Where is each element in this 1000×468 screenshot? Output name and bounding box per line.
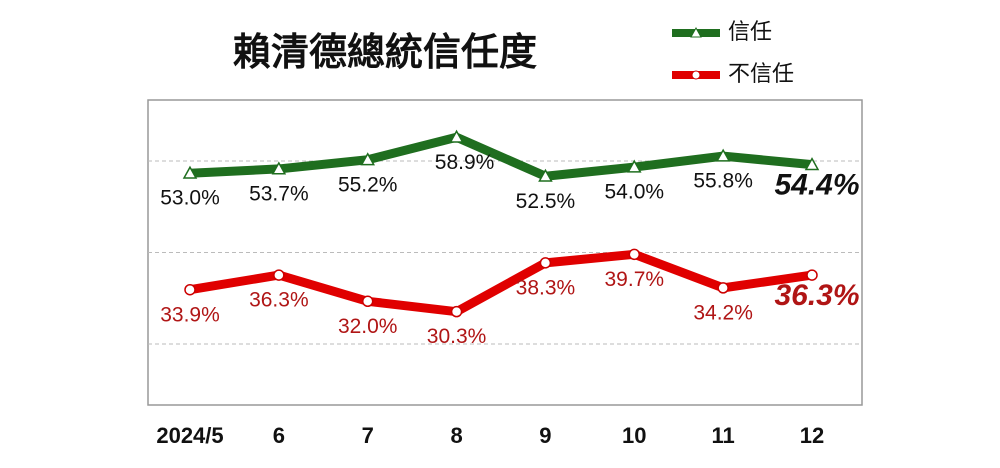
- series-line: [189, 249, 813, 317]
- point-marker: [717, 282, 729, 294]
- point-marker: [806, 269, 818, 281]
- data-label: 58.9%: [435, 151, 495, 174]
- x-tick-label: 9: [539, 423, 551, 448]
- point-marker: [715, 148, 731, 162]
- point-marker: [361, 295, 374, 308]
- legend-label: 信任: [728, 19, 772, 44]
- data-label: 54.0%: [605, 181, 665, 204]
- data-label: 53.0%: [160, 187, 220, 210]
- data-label: 53.7%: [249, 182, 309, 205]
- data-label: 36.3%: [249, 289, 309, 312]
- data-label: 33.9%: [160, 303, 220, 326]
- point-marker: [538, 168, 553, 182]
- data-label: 30.3%: [427, 325, 487, 348]
- point-marker: [182, 165, 198, 179]
- point-marker: [360, 152, 375, 166]
- x-tick-label: 6: [273, 423, 285, 448]
- data-label: 34.2%: [693, 301, 753, 324]
- x-tick-label: 12: [800, 423, 824, 448]
- data-label: 54.4%: [774, 169, 859, 202]
- data-label: 38.3%: [516, 276, 576, 299]
- x-tick-label: 2024/5: [156, 423, 223, 448]
- point-marker: [804, 157, 820, 171]
- legend-marker: [691, 70, 701, 80]
- point-marker: [539, 257, 552, 269]
- data-label: 39.7%: [605, 268, 665, 291]
- data-label: 36.3%: [774, 279, 859, 312]
- point-marker: [450, 305, 463, 318]
- legend-marker: [690, 26, 702, 38]
- x-tick-label: 11: [712, 423, 735, 448]
- point-marker: [273, 269, 285, 281]
- legend-label: 不信任: [728, 61, 794, 86]
- point-marker: [627, 159, 642, 173]
- x-tick-label: 8: [450, 423, 462, 448]
- data-label: 55.8%: [693, 170, 753, 193]
- x-tick-label: 10: [622, 423, 646, 448]
- point-marker: [271, 161, 287, 175]
- chart-title: 賴清德總統信任度: [233, 32, 537, 74]
- point-marker: [449, 129, 464, 143]
- series-line: [189, 132, 813, 181]
- data-label: 32.0%: [338, 315, 398, 338]
- point-marker: [184, 283, 196, 296]
- data-label: 55.2%: [338, 173, 398, 196]
- point-marker: [628, 248, 641, 261]
- x-tick-label: 7: [362, 423, 374, 448]
- data-label: 52.5%: [516, 190, 576, 213]
